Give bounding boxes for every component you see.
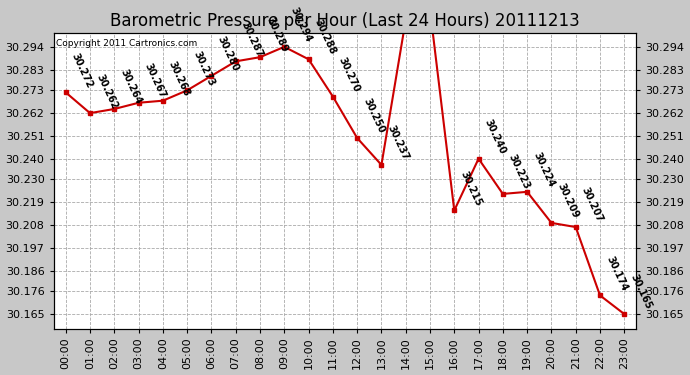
Text: 30.273: 30.273 [191,50,216,87]
Text: 30.165: 30.165 [629,273,653,311]
Text: 30.223: 30.223 [507,153,532,191]
Text: 30.207: 30.207 [580,186,604,224]
Text: 30.272: 30.272 [70,51,95,90]
Text: 30.287: 30.287 [240,20,265,58]
Text: 30.237: 30.237 [386,124,411,162]
Text: 30.215: 30.215 [458,170,484,208]
Text: Copyright 2011 Cartronics.com: Copyright 2011 Cartronics.com [57,39,198,48]
Text: 30.240: 30.240 [483,118,508,156]
Text: 30.250: 30.250 [362,97,386,135]
Title: Barometric Pressure per Hour (Last 24 Hours) 20111213: Barometric Pressure per Hour (Last 24 Ho… [110,12,580,30]
Text: 30.174: 30.174 [604,254,629,292]
Text: 30.288: 30.288 [313,18,338,57]
Text: 30.294: 30.294 [288,6,313,44]
Text: 30.268: 30.268 [167,60,192,98]
Text: 30.307: 30.307 [0,374,1,375]
Text: 30.267: 30.267 [143,62,168,100]
Text: 30.312: 30.312 [0,374,1,375]
Text: 30.224: 30.224 [531,151,556,189]
Text: 30.264: 30.264 [119,68,144,106]
Text: 30.209: 30.209 [555,182,580,220]
Text: 30.289: 30.289 [264,16,289,54]
Text: 30.262: 30.262 [94,72,119,110]
Text: 30.280: 30.280 [215,35,241,73]
Text: 30.270: 30.270 [337,56,362,94]
